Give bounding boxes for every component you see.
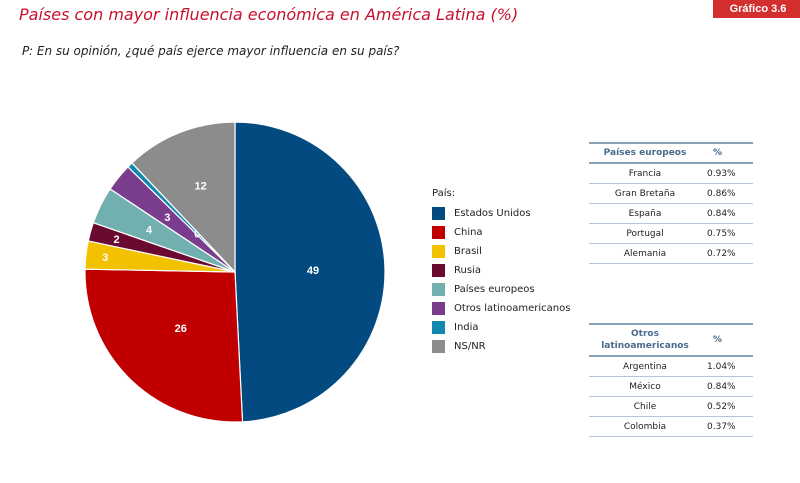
legend-swatch <box>432 226 445 239</box>
legend-item: Estados Unidos <box>432 204 570 223</box>
legend-label: India <box>454 322 479 333</box>
survey-question: P: En su opinión, ¿qué país ejerce mayor… <box>22 44 400 58</box>
country-name: México <box>589 376 701 397</box>
slice-value-label: 4 <box>146 224 153 236</box>
country-pct: 0.75% <box>701 223 753 244</box>
table-header-name: Países europeos <box>589 142 701 164</box>
country-name: Gran Bretaña <box>589 183 701 204</box>
slice-value-label: 2 <box>113 234 119 246</box>
country-pct: 0.52% <box>701 396 753 417</box>
legend-item: Otros latinoamericanos <box>432 299 570 318</box>
country-pct: 0.84% <box>701 376 753 397</box>
legend-swatch <box>432 245 445 258</box>
slice-value-label: 3 <box>164 212 170 224</box>
chart-title: Países con mayor influencia económica en… <box>19 5 519 24</box>
legend-title: País: <box>432 188 456 199</box>
slice-value-label: 0 <box>194 228 200 240</box>
country-pct: 0.93% <box>701 163 753 184</box>
table-row: España 0.84% <box>589 203 753 224</box>
legend-item: Brasil <box>432 242 570 261</box>
legend-swatch <box>432 207 445 220</box>
legend-swatch <box>432 340 445 353</box>
country-name: Alemania <box>589 243 701 264</box>
slice-value-label: 3 <box>102 252 108 264</box>
legend-swatch <box>432 302 445 315</box>
table-header-pct: % <box>701 142 753 164</box>
slice-value-label: 12 <box>195 181 207 193</box>
table-row: Alemania 0.72% <box>589 243 753 264</box>
legend-swatch <box>432 283 445 296</box>
legend-label: Brasil <box>454 246 482 257</box>
table-row: Colombia 0.37% <box>589 416 753 437</box>
country-pct: 1.04% <box>701 356 753 377</box>
table-otros-latinoamericanos: Otros latinoamericanos % Argentina 1.04% … <box>589 323 753 437</box>
legend-item: NS/NR <box>432 337 570 356</box>
legend-item: Países europeos <box>432 280 570 299</box>
table-header-pct: % <box>701 323 753 357</box>
country-name: Portugal <box>589 223 701 244</box>
table-header-name: Otros latinoamericanos <box>589 323 701 357</box>
legend-label: China <box>454 227 483 238</box>
table-row: México 0.84% <box>589 376 753 397</box>
country-pct: 0.72% <box>701 243 753 264</box>
legend-label: Otros latinoamericanos <box>454 303 571 314</box>
pie-slice <box>84 268 244 423</box>
pie-slice <box>234 121 386 423</box>
legend-label: Rusia <box>454 265 481 276</box>
table-paises-europeos: Países europeos % Francia 0.93% Gran Bret… <box>589 142 753 264</box>
table-row: Francia 0.93% <box>589 163 753 184</box>
chart-legend: País: Estados Unidos China Brasil Rusia País… <box>432 188 570 356</box>
chart-number-badge: Gráfico 3.6 <box>713 0 800 18</box>
table-row: Portugal 0.75% <box>589 223 753 244</box>
legend-label: Estados Unidos <box>454 208 531 219</box>
country-name: Francia <box>589 163 701 184</box>
country-name: Argentina <box>589 356 701 377</box>
legend-item: China <box>432 223 570 242</box>
slice-value-label: 26 <box>175 323 187 335</box>
country-pct: 0.86% <box>701 183 753 204</box>
legend-swatch <box>432 264 445 277</box>
country-pct: 0.84% <box>701 203 753 224</box>
legend-label: NS/NR <box>454 341 486 352</box>
country-name: Chile <box>589 396 701 417</box>
legend-swatch <box>432 321 445 334</box>
slice-value-label: 49 <box>307 265 319 277</box>
legend-item: India <box>432 318 570 337</box>
table-row: Gran Bretaña 0.86% <box>589 183 753 204</box>
country-name: Colombia <box>589 416 701 437</box>
legend-item: Rusia <box>432 261 570 280</box>
country-name: España <box>589 203 701 224</box>
table-row: Chile 0.52% <box>589 396 753 417</box>
pie-slice <box>131 121 236 274</box>
country-pct: 0.37% <box>701 416 753 437</box>
legend-label: Países europeos <box>454 284 535 295</box>
table-row: Argentina 1.04% <box>589 356 753 377</box>
